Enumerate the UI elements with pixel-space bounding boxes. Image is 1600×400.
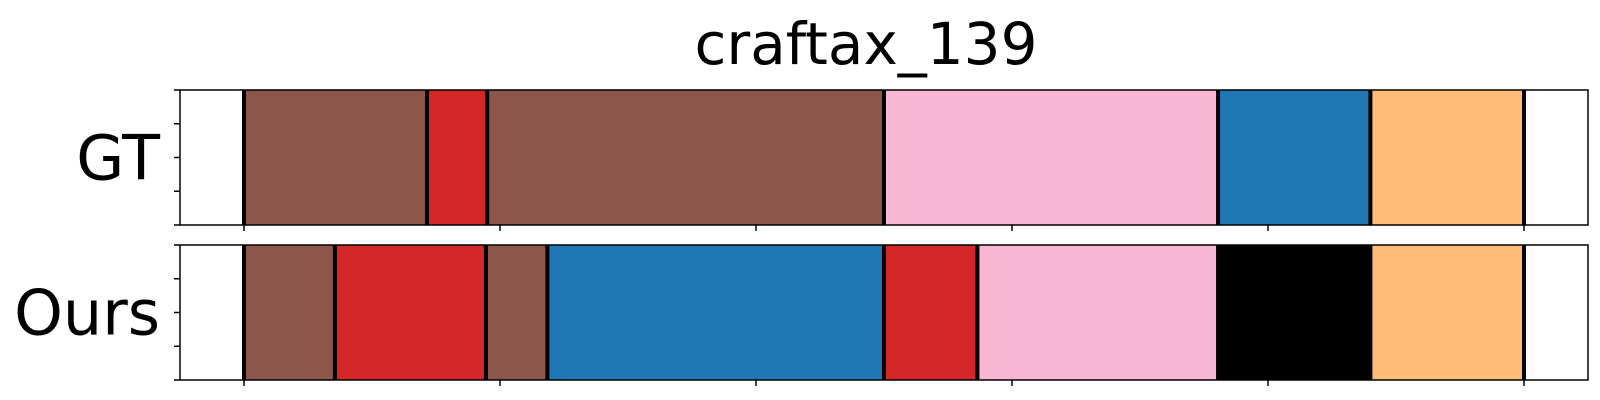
row-panel-0: GT	[76, 89, 1589, 231]
segment-1-0	[244, 245, 335, 380]
row-panel-1: Ours	[14, 244, 1589, 386]
row-label-1: Ours	[14, 277, 160, 350]
segment-1-4	[884, 245, 978, 380]
segment-1-2	[485, 245, 548, 380]
segment-0-0	[244, 90, 428, 225]
segment-1-5	[977, 245, 1219, 380]
segment-0-1	[427, 90, 488, 225]
segment-0-4	[1218, 90, 1371, 225]
row-label-0: GT	[76, 122, 161, 195]
segment-1-3	[547, 245, 884, 380]
rows-layer: GT Ours	[14, 89, 1589, 386]
segment-1-7	[1370, 245, 1524, 380]
segment-1-1	[334, 245, 486, 380]
segment-1-6	[1218, 245, 1371, 380]
segment-0-2	[487, 90, 884, 225]
chart-title: craftax_139	[695, 10, 1038, 78]
segment-0-5	[1370, 90, 1524, 225]
segment-0-3	[884, 90, 1219, 225]
